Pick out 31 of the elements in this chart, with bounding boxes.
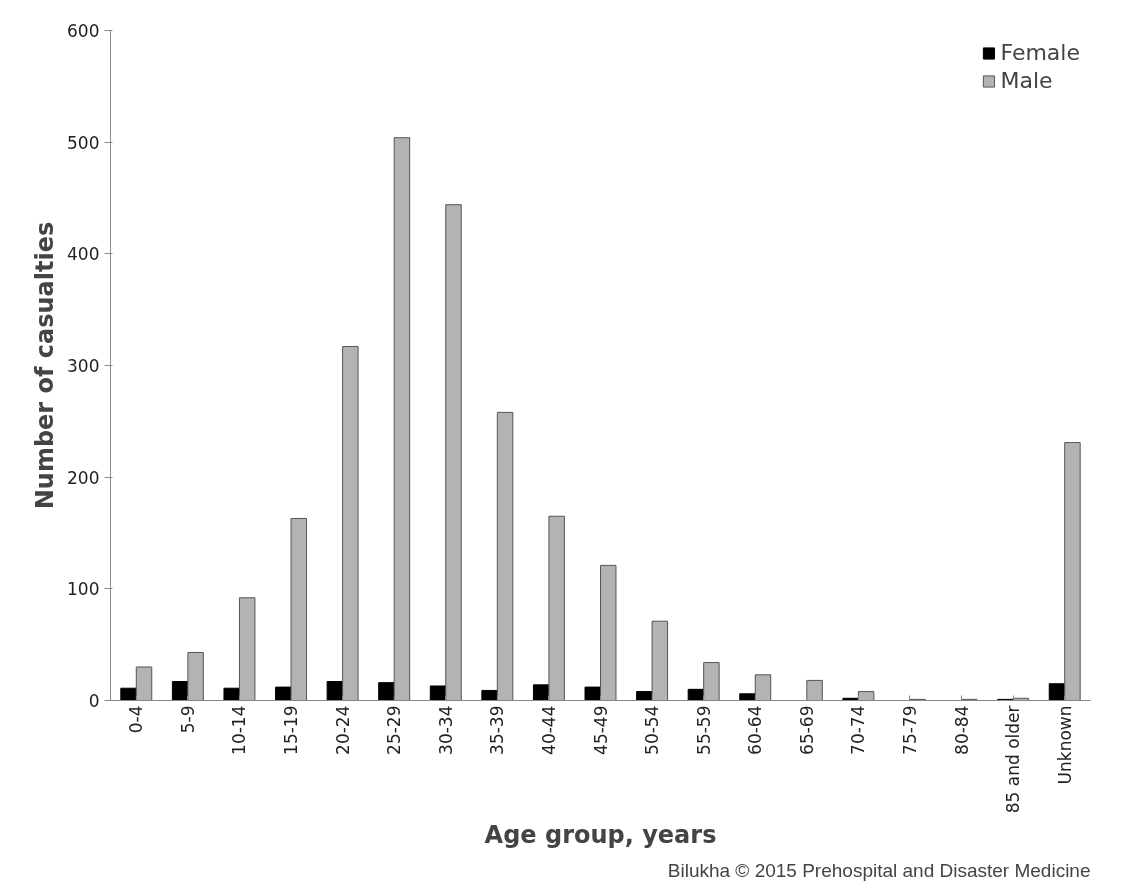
x-tick-label: 30-34 xyxy=(435,705,456,755)
x-tick-label: 25-29 xyxy=(384,705,405,755)
x-tick-label: 40-44 xyxy=(538,705,559,755)
text: Bilukha © 2015 Prehospital and Disaster Medicine xyxy=(667,859,1091,881)
x-tick-label: 85 and older xyxy=(1003,705,1024,814)
y-tick-label: 600 xyxy=(67,21,100,41)
x-tick-label: 20-24 xyxy=(332,705,353,755)
x-tick-label: Unknown xyxy=(1054,705,1075,785)
x-tick-label: 5-9 xyxy=(177,705,198,734)
x-tick-label: 55-59 xyxy=(693,705,714,755)
x-tick-label: 75-79 xyxy=(899,705,920,755)
y-tick-label: 100 xyxy=(67,579,100,600)
x-tick-label: 70-74 xyxy=(848,705,869,755)
x-axis-title: Age group, years xyxy=(484,821,717,850)
y-axis-title: Number of casualties xyxy=(31,221,60,510)
y-tick-label: 200 xyxy=(67,467,100,488)
x-tick-label: 60-64 xyxy=(745,705,766,755)
x-tick-label: 80-84 xyxy=(951,705,972,755)
y-tick-label: 400 xyxy=(67,244,100,265)
y-tick-label: 500 xyxy=(67,132,100,153)
legend-label: Male xyxy=(1000,68,1053,93)
x-tick-label: 15-19 xyxy=(281,705,302,755)
x-tick-label: 10-14 xyxy=(229,705,250,755)
x-tick-label: 65-69 xyxy=(796,705,817,755)
x-tick-label: 45-49 xyxy=(590,705,611,755)
x-tick-label: 50-54 xyxy=(642,705,663,755)
x-tick-label: 35-39 xyxy=(487,705,508,755)
y-tick-label: 300 xyxy=(67,356,100,376)
x-tick-label: 0-4 xyxy=(126,705,147,734)
legend-label: Female xyxy=(1000,40,1080,65)
y-tick-label: 0 xyxy=(88,691,100,711)
